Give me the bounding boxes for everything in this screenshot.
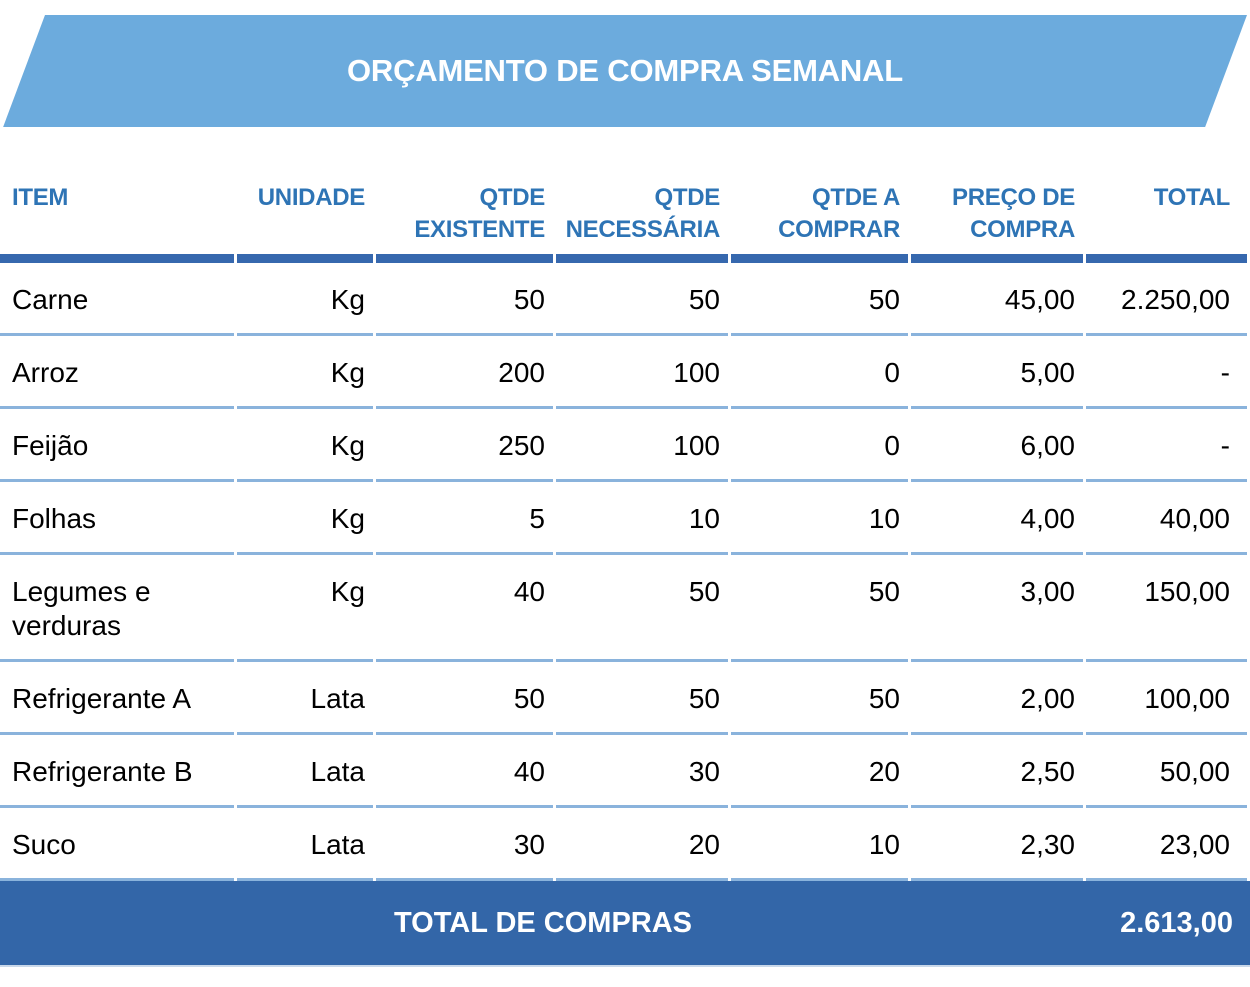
cell-total: - xyxy=(1086,409,1247,482)
column-header-total: TOTAL xyxy=(1086,160,1247,263)
cell-qtde-a-comprar: 50 xyxy=(731,555,908,662)
cell-qtde-a-comprar: 50 xyxy=(731,662,908,735)
cell-preco-de-compra: 2,30 xyxy=(911,808,1083,881)
column-header-qtde-necessaria: QTDE NECESSÁRIA xyxy=(556,160,728,263)
cell-item: Folhas xyxy=(0,482,234,555)
cell-total: - xyxy=(1086,336,1247,409)
cell-total: 150,00 xyxy=(1086,555,1247,662)
cell-preco-de-compra: 2,00 xyxy=(911,662,1083,735)
total-label: TOTAL DE COMPRAS xyxy=(393,907,693,939)
cell-qtde-a-comprar: 50 xyxy=(731,263,908,336)
cell-total: 40,00 xyxy=(1086,482,1247,555)
cell-item: Carne xyxy=(0,263,234,336)
cell-unidade: Kg xyxy=(237,336,373,409)
cell-qtde-necessaria: 50 xyxy=(556,555,728,662)
table-header: ITEM UNIDADE QTDE EXISTENTE QTDE NECESSÁRIA… xyxy=(0,160,1247,263)
cell-qtde-a-comprar: 0 xyxy=(731,409,908,482)
cell-preco-de-compra: 4,00 xyxy=(911,482,1083,555)
cell-total: 100,00 xyxy=(1086,662,1247,735)
cell-unidade: Lata xyxy=(237,662,373,735)
cell-qtde-existente: 5 xyxy=(376,482,553,555)
budget-table: ITEM UNIDADE QTDE EXISTENTE QTDE NECESSÁRIA… xyxy=(0,160,1250,881)
cell-preco-de-compra: 6,00 xyxy=(911,409,1083,482)
column-header-unidade: UNIDADE xyxy=(237,160,373,263)
cell-item: Suco xyxy=(0,808,234,881)
cell-qtde-necessaria: 30 xyxy=(556,735,728,808)
cell-preco-de-compra: 3,00 xyxy=(911,555,1083,662)
cell-item: Feijão xyxy=(0,409,234,482)
cell-unidade: Lata xyxy=(237,808,373,881)
total-bar: TOTAL DE COMPRAS 2.613,00 xyxy=(0,881,1250,967)
table-row: Carne Kg 50 50 50 45,00 2.250,00 xyxy=(0,263,1247,336)
cell-qtde-a-comprar: 10 xyxy=(731,808,908,881)
cell-qtde-existente: 40 xyxy=(376,735,553,808)
table-row: Refrigerante A Lata 50 50 50 2,00 100,00 xyxy=(0,662,1247,735)
cell-qtde-necessaria: 20 xyxy=(556,808,728,881)
column-header-item: ITEM xyxy=(0,160,234,263)
title-banner: ORÇAMENTO DE COMPRA SEMANAL xyxy=(0,15,1250,127)
cell-qtde-a-comprar: 10 xyxy=(731,482,908,555)
cell-unidade: Kg xyxy=(237,263,373,336)
cell-preco-de-compra: 5,00 xyxy=(911,336,1083,409)
cell-qtde-necessaria: 10 xyxy=(556,482,728,555)
page-title: ORÇAMENTO DE COMPRA SEMANAL xyxy=(346,53,904,88)
table-row: Refrigerante B Lata 40 30 20 2,50 50,00 xyxy=(0,735,1247,808)
cell-qtde-necessaria: 50 xyxy=(556,662,728,735)
cell-total: 2.250,00 xyxy=(1086,263,1247,336)
cell-preco-de-compra: 45,00 xyxy=(911,263,1083,336)
cell-qtde-existente: 200 xyxy=(376,336,553,409)
cell-qtde-necessaria: 100 xyxy=(556,409,728,482)
cell-item: Refrigerante B xyxy=(0,735,234,808)
cell-qtde-existente: 30 xyxy=(376,808,553,881)
column-header-preco-de-compra: PREÇO DE COMPRA xyxy=(911,160,1083,263)
column-header-qtde-a-comprar: QTDE A COMPRAR xyxy=(731,160,908,263)
cell-unidade: Lata xyxy=(237,735,373,808)
cell-unidade: Kg xyxy=(237,409,373,482)
table-row: Feijão Kg 250 100 0 6,00- xyxy=(0,409,1247,482)
cell-qtde-necessaria: 100 xyxy=(556,336,728,409)
cell-qtde-a-comprar: 20 xyxy=(731,735,908,808)
table-row: Legumes e verduras Kg 40 50 50 3,00 150,00 xyxy=(0,555,1247,662)
cell-item: Arroz xyxy=(0,336,234,409)
cell-qtde-a-comprar: 0 xyxy=(731,336,908,409)
column-header-qtde-existente: QTDE EXISTENTE xyxy=(376,160,553,263)
cell-qtde-necessaria: 50 xyxy=(556,263,728,336)
header-row: ITEM UNIDADE QTDE EXISTENTE QTDE NECESSÁRIA… xyxy=(0,160,1247,263)
table-row: Folhas Kg 5 10 10 4,00 40,00 xyxy=(0,482,1247,555)
cell-unidade: Kg xyxy=(237,555,373,662)
table-row: Arroz Kg 200 100 0 5,00- xyxy=(0,336,1247,409)
cell-unidade: Kg xyxy=(237,482,373,555)
table-row: Suco Lata 30 20 10 2,30 23,00 xyxy=(0,808,1247,881)
cell-item: Refrigerante A xyxy=(0,662,234,735)
cell-total: 50,00 xyxy=(1086,735,1247,808)
cell-preco-de-compra: 2,50 xyxy=(911,735,1083,808)
cell-qtde-existente: 250 xyxy=(376,409,553,482)
total-value: 2.613,00 xyxy=(1120,907,1233,939)
cell-item: Legumes e verduras xyxy=(0,555,234,662)
table-body: Carne Kg 50 50 50 45,00 2.250,00 Arroz Kg 200 100 0… xyxy=(0,263,1247,881)
cell-qtde-existente: 40 xyxy=(376,555,553,662)
cell-total: 23,00 xyxy=(1086,808,1247,881)
cell-qtde-existente: 50 xyxy=(376,662,553,735)
cell-qtde-existente: 50 xyxy=(376,263,553,336)
